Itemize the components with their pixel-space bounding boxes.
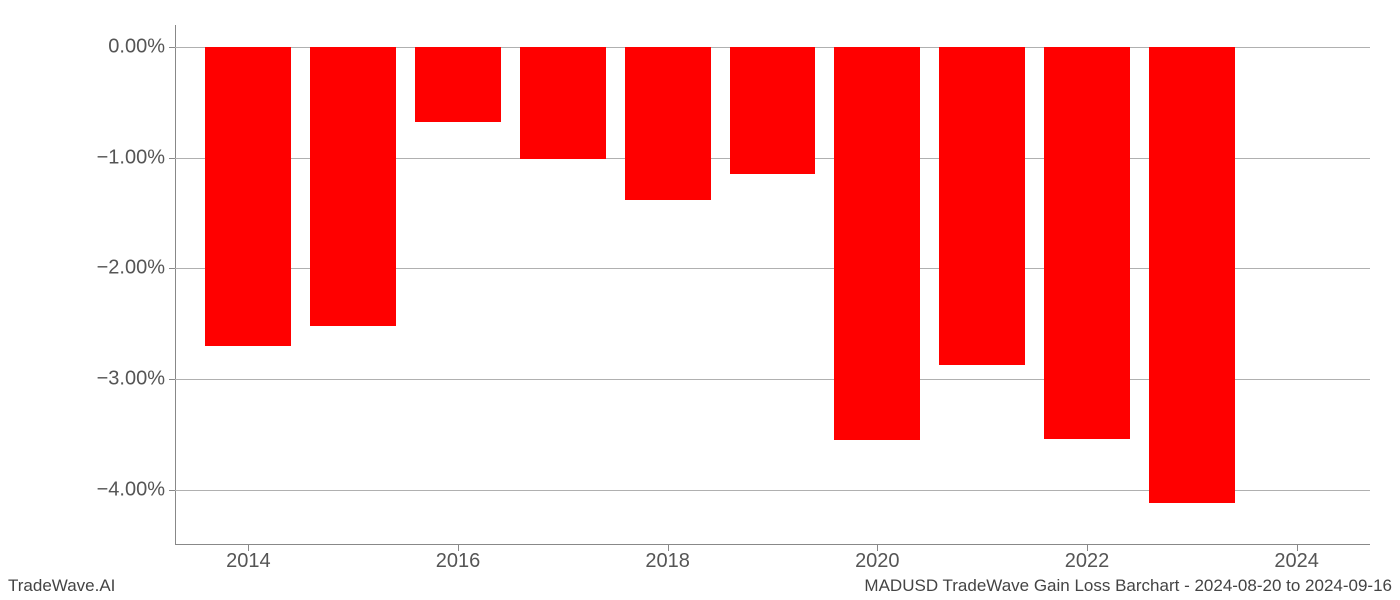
bar bbox=[1149, 47, 1235, 503]
bar bbox=[310, 47, 396, 326]
x-tick-label: 2014 bbox=[226, 550, 271, 573]
x-tick-mark bbox=[248, 545, 249, 551]
bar bbox=[625, 47, 711, 200]
x-tick-label: 2016 bbox=[436, 550, 481, 573]
y-tick-label: 0.00% bbox=[15, 36, 165, 59]
y-tick-label: −3.00% bbox=[15, 368, 165, 391]
y-tick-mark bbox=[169, 490, 175, 491]
x-tick-mark bbox=[877, 545, 878, 551]
x-tick-mark bbox=[1297, 545, 1298, 551]
y-tick-label: −4.00% bbox=[15, 478, 165, 501]
footer-right-text: MADUSD TradeWave Gain Loss Barchart - 20… bbox=[864, 576, 1392, 596]
bar bbox=[939, 47, 1025, 365]
x-tick-label: 2024 bbox=[1274, 550, 1319, 573]
y-tick-mark bbox=[169, 158, 175, 159]
bar bbox=[520, 47, 606, 159]
y-tick-label: −1.00% bbox=[15, 146, 165, 169]
footer-left-text: TradeWave.AI bbox=[8, 576, 115, 596]
y-tick-mark bbox=[169, 47, 175, 48]
x-tick-label: 2020 bbox=[855, 550, 900, 573]
x-tick-label: 2022 bbox=[1065, 550, 1110, 573]
bar bbox=[415, 47, 501, 122]
y-tick-mark bbox=[169, 379, 175, 380]
bar bbox=[834, 47, 920, 440]
x-tick-mark bbox=[668, 545, 669, 551]
x-tick-mark bbox=[1087, 545, 1088, 551]
x-tick-label: 2018 bbox=[645, 550, 690, 573]
y-tick-mark bbox=[169, 268, 175, 269]
y-tick-label: −2.00% bbox=[15, 257, 165, 280]
bar bbox=[730, 47, 816, 174]
bar bbox=[1044, 47, 1130, 439]
x-tick-mark bbox=[458, 545, 459, 551]
bar bbox=[205, 47, 291, 346]
